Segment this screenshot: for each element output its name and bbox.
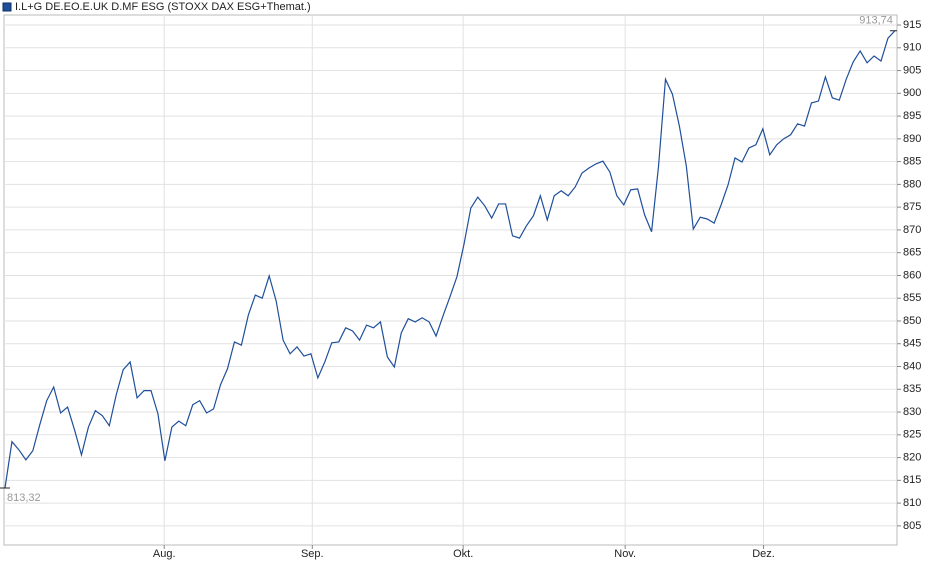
y-tick-label: 910 (903, 42, 921, 54)
y-tick-label: 890 (903, 133, 921, 145)
y-tick-label: 830 (903, 406, 921, 418)
chart-title: I.L+G DE.EO.E.UK D.MF ESG (STOXX DAX ESG… (15, 1, 311, 13)
y-tick-label: 825 (903, 429, 921, 441)
y-tick-label: 850 (903, 315, 921, 327)
annotation-label: 913,74 (859, 15, 893, 27)
x-tick-label: Okt. (453, 548, 473, 560)
y-tick-label: 815 (903, 474, 921, 486)
y-tick-label: 870 (903, 224, 921, 236)
y-tick-label: 875 (903, 201, 921, 213)
plot-frame (3, 14, 898, 546)
x-tick-label: Sep. (301, 548, 324, 560)
annotation-label: 813,32 (7, 492, 41, 504)
y-tick-label: 810 (903, 497, 921, 509)
y-tick-label: 835 (903, 383, 921, 395)
x-tick-label: Aug. (153, 548, 176, 560)
y-tick-label: 805 (903, 520, 921, 532)
legend-swatch (2, 2, 12, 12)
y-tick-label: 840 (903, 360, 921, 372)
y-tick-label: 855 (903, 292, 921, 304)
y-tick-label: 860 (903, 269, 921, 281)
y-tick-label: 900 (903, 87, 921, 99)
y-tick-label: 880 (903, 178, 921, 190)
x-tick-label: Nov. (614, 548, 636, 560)
y-tick-label: 885 (903, 156, 921, 168)
y-tick-label: 820 (903, 451, 921, 463)
x-tick-label: Dez. (752, 548, 775, 560)
y-tick-label: 865 (903, 247, 921, 259)
y-tick-label: 905 (903, 64, 921, 76)
y-tick-label: 845 (903, 338, 921, 350)
y-tick-label: 915 (903, 19, 921, 31)
y-tick-label: 895 (903, 110, 921, 122)
price-line (4, 30, 896, 489)
